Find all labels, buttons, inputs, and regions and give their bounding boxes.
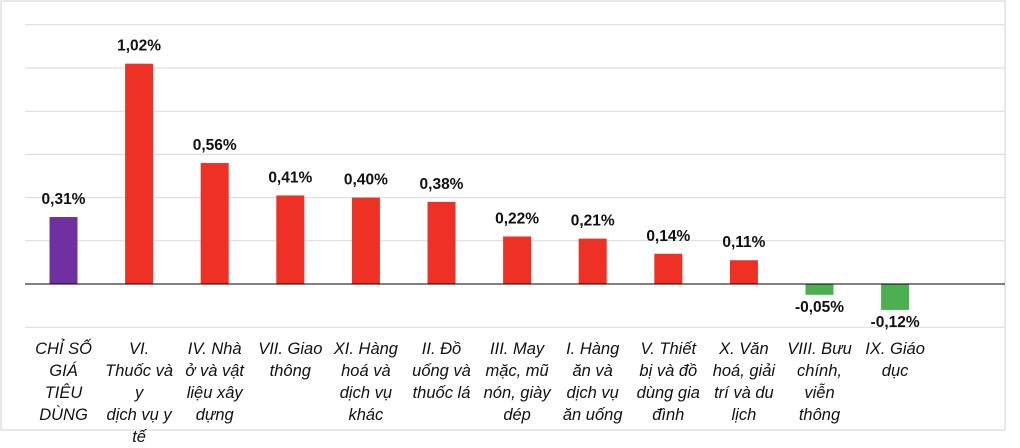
bar [881, 284, 910, 310]
category-label-line: dùng gia [636, 384, 700, 402]
category-label-line: mặc, mũ [485, 362, 549, 380]
category-label-line: dục [881, 362, 909, 380]
bar-chart: 0,31% 1,02% 0,56% 0,41% 0,40% 0,38% 0,22% 0,21%… [0, 0, 1006, 431]
bar [200, 163, 229, 284]
bar [729, 260, 758, 284]
category-label-line: hoá và [341, 362, 391, 380]
category-label-line: khác [348, 406, 384, 424]
bar [427, 201, 456, 284]
category-label-line: II. Đồ [421, 340, 462, 358]
category-label-line: tế [132, 428, 146, 446]
category-label-line: lịch [731, 406, 757, 424]
data-label: 0,56% [193, 137, 237, 154]
category-label: CHỈ SỐ GIÁ TIÊU DÙNG [24, 338, 104, 426]
category-label-line: dịch vụ [566, 384, 619, 402]
bar [805, 284, 834, 295]
bar [654, 253, 683, 284]
category-label-line: dép [503, 406, 531, 424]
category-label-line: XI. Hàng [333, 340, 398, 358]
category-label-line: III. May [490, 340, 545, 358]
data-label: -0,12% [871, 314, 920, 331]
category-label: VI. Thuốc và y dịch vụ y tế [99, 338, 179, 448]
category-label-line: liệu xây [186, 384, 243, 402]
bar [578, 238, 607, 284]
value-labels: 0,31% 1,02% 0,56% 0,41% 0,40% 0,38% 0,22% 0,21%… [42, 38, 920, 331]
category-label: V. Thiết bị và đồ dùng gia đình [628, 338, 708, 426]
category-label: I. Hàng ăn và dịch vụ ăn uống [553, 338, 633, 426]
bar [125, 63, 154, 285]
category-label-line: DÙNG [39, 406, 88, 424]
chart-border [0, 0, 1006, 431]
category-label: VII. Giao thông [250, 338, 330, 382]
category-label-line: bị và đồ [639, 362, 698, 380]
bar [276, 195, 305, 284]
data-label: 0,38% [420, 176, 464, 193]
gridlines [25, 24, 1005, 328]
category-label-line: thông [269, 362, 311, 380]
category-label-line: V. Thiết [640, 340, 697, 358]
category-label-line: đình [652, 406, 685, 424]
category-label-line: nón, giày [483, 384, 551, 402]
category-label: XI. Hàng hoá và dịch vụ khác [326, 338, 406, 426]
category-label: X. Văn hoá, giải trí và du lịch [704, 338, 784, 426]
category-label: III. May mặc, mũ nón, giày dép [477, 338, 557, 426]
data-label: 0,31% [42, 191, 86, 208]
category-label-line: dịch vụ [339, 384, 393, 402]
category-label: IV. Nhà ở và vật liệu xây dựng [175, 338, 255, 426]
data-label: 0,22% [495, 210, 539, 227]
category-label-line: ở và vật [185, 362, 244, 380]
bar [351, 197, 380, 284]
data-label: 0,11% [722, 234, 765, 251]
category-label-line: VII. Giao [258, 340, 323, 358]
category-label-line: VI. [129, 340, 150, 358]
category-label-line: thuốc lá [412, 384, 471, 402]
category-label-line: VIII. Bưu [787, 340, 852, 358]
category-label-line: Thuốc và y [105, 362, 174, 402]
category-label-line: trí và du [714, 384, 774, 402]
data-label: 0,21% [571, 213, 615, 230]
data-label: -0,05% [795, 299, 844, 316]
category-label-line: thông [798, 406, 841, 424]
data-label: 1,02% [117, 38, 161, 55]
category-label: IX. Giáo dục [855, 338, 935, 382]
category-label-line: hoá, giải [712, 362, 776, 380]
category-label-line: chính, [797, 362, 842, 380]
category-label-line: I. Hàng [566, 340, 620, 358]
category-label-line: CHỈ SỐ [35, 340, 92, 358]
category-label-line: GIÁ [49, 362, 78, 380]
data-label: 0,14% [646, 228, 690, 245]
category-label-line: ăn và [572, 362, 613, 380]
category-label-line: IX. Giáo [865, 340, 925, 358]
bar [503, 236, 532, 284]
category-label-line: TIÊU [44, 384, 83, 402]
category-label: VIII. Bưu chính, viễn thông [780, 338, 860, 426]
bars [49, 63, 910, 310]
category-label-line: X. Văn [719, 340, 769, 358]
category-label-line: ăn uống [562, 406, 623, 424]
bar [49, 217, 78, 284]
data-label: 0,40% [344, 172, 388, 189]
category-label-line: IV. Nhà [187, 340, 242, 358]
category-label-line: dịch vụ y [106, 406, 172, 424]
category-label-line: viễn [804, 384, 835, 402]
category-label-line: dựng [195, 406, 234, 424]
category-label-line: uống và [412, 362, 471, 380]
category-label: II. Đồ uống và thuốc lá [402, 338, 482, 404]
data-label: 0,41% [268, 169, 312, 186]
